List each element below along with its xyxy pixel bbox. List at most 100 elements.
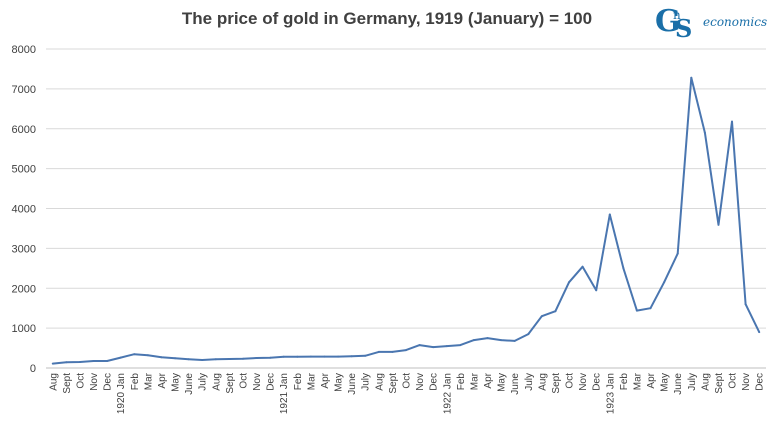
data-point — [744, 303, 747, 306]
logo-letter-g: G — [655, 4, 681, 39]
y-tick-label: 4000 — [12, 204, 36, 216]
chart-title: The price of gold in Germany, 1919 (Janu… — [181, 9, 593, 28]
x-tick-label: June — [347, 373, 358, 395]
logo-letter-s: S — [675, 14, 693, 43]
data-point — [703, 131, 706, 134]
x-tick-label: Apr — [320, 372, 331, 388]
data-point — [377, 350, 380, 353]
x-tick-label: Mar — [469, 372, 480, 390]
data-point — [79, 361, 81, 363]
x-tick-label: Sept — [714, 373, 725, 394]
y-tick-label: 1000 — [12, 323, 36, 335]
x-tick-label: Feb — [619, 373, 630, 391]
x-tick-label: Apr — [483, 372, 494, 388]
data-point — [242, 357, 244, 360]
series-layer — [51, 76, 761, 365]
y-axis-ticks: 0 1000 2000 3000 4000 5000 6000 7000 8000 — [12, 44, 36, 375]
x-tick-label: Dec — [755, 373, 766, 391]
x-tick-label: Dec — [103, 373, 114, 391]
x-tick-label: June — [184, 373, 195, 395]
data-point — [391, 350, 394, 353]
data-point — [731, 120, 733, 123]
series-line — [52, 76, 761, 365]
x-tick-label: Nov — [741, 373, 752, 391]
data-point — [405, 349, 407, 352]
x-tick-label: July — [198, 373, 209, 391]
data-point — [119, 356, 122, 359]
x-tick-label: Mar — [306, 372, 317, 390]
x-tick-label: Feb — [456, 373, 467, 391]
x-tick-label: Oct — [565, 373, 576, 389]
data-point — [65, 361, 68, 364]
data-point — [350, 355, 353, 358]
data-point — [540, 315, 543, 318]
data-point — [255, 357, 258, 359]
data-point — [92, 360, 95, 362]
data-point — [758, 331, 761, 334]
data-point — [459, 344, 462, 347]
data-point — [663, 281, 666, 284]
x-tick-label: Mar — [632, 372, 643, 390]
x-axis-ticks: Aug Sept Oct Nov Dec 1920 Jan Feb Mar Apr May June… — [48, 372, 765, 414]
x-tick-label: Oct — [402, 373, 413, 389]
x-tick-label: 1923 Jan — [605, 373, 616, 414]
data-point — [472, 339, 475, 342]
x-tick-label: Apr — [646, 372, 657, 388]
x-tick-label: Sept — [62, 373, 73, 394]
data-point — [106, 360, 109, 362]
data-point — [649, 307, 652, 310]
y-tick-label: 6000 — [12, 124, 36, 136]
x-tick-label: July — [524, 373, 535, 391]
data-point — [364, 354, 367, 357]
x-tick-label: Nov — [89, 373, 100, 391]
logo-wordmark: economics — [703, 15, 768, 29]
data-point — [201, 359, 204, 361]
x-tick-label: Mar — [143, 372, 154, 390]
x-tick-label: Apr — [157, 372, 168, 388]
data-point — [635, 309, 638, 312]
y-tick-label: 5000 — [12, 164, 36, 176]
data-point — [513, 339, 516, 342]
data-point — [581, 265, 584, 268]
x-tick-label: Feb — [130, 373, 141, 391]
data-point — [445, 345, 448, 348]
x-tick-label: July — [687, 373, 698, 391]
data-point — [133, 353, 136, 356]
data-point — [608, 213, 611, 216]
x-tick-label: Sept — [551, 373, 562, 394]
x-tick-label: Feb — [293, 373, 304, 391]
x-tick-label: Aug — [48, 373, 59, 391]
data-point — [595, 289, 598, 292]
x-tick-label: Sept — [388, 373, 399, 394]
x-tick-label: Sept — [225, 373, 236, 394]
x-tick-label: Nov — [415, 373, 426, 391]
x-tick-label: May — [497, 373, 508, 392]
y-tick-label: 3000 — [12, 243, 36, 255]
logo-letter-n: n — [673, 8, 681, 22]
x-tick-label: June — [673, 373, 684, 395]
data-point — [282, 355, 285, 358]
y-tick-label: 2000 — [12, 283, 36, 295]
data-point — [486, 337, 489, 340]
data-point — [160, 356, 163, 359]
x-tick-label: Aug — [211, 373, 222, 391]
data-point — [174, 357, 177, 360]
data-point — [309, 355, 312, 358]
data-point — [323, 355, 326, 358]
data-point — [228, 358, 231, 360]
data-point — [527, 333, 530, 336]
data-point — [296, 355, 299, 358]
y-tick-label: 0 — [30, 363, 36, 375]
x-tick-label: Aug — [537, 373, 548, 391]
x-tick-label: May — [660, 373, 671, 392]
data-point — [269, 356, 272, 359]
x-tick-label: Dec — [429, 373, 440, 391]
x-tick-label: Dec — [266, 373, 277, 391]
data-point — [214, 358, 217, 361]
x-tick-label: 1920 Jan — [116, 373, 127, 414]
data-point — [187, 358, 190, 361]
x-tick-label: 1922 Jan — [442, 373, 453, 414]
data-point — [554, 310, 557, 313]
data-point — [676, 252, 679, 255]
